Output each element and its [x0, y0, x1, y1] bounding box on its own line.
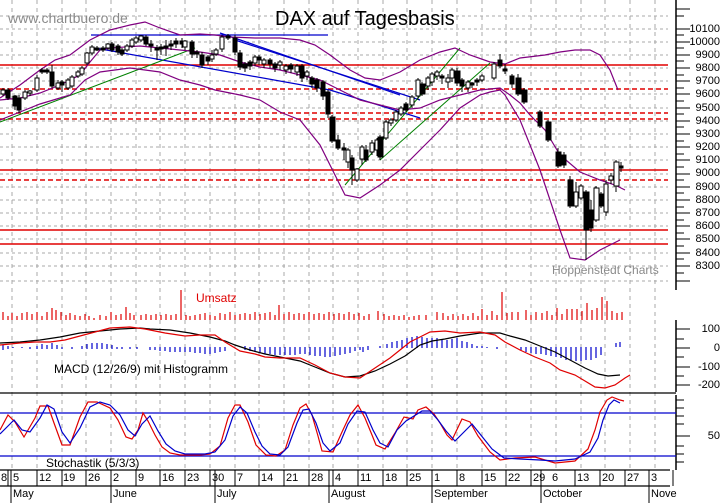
day-label: 5 — [13, 472, 20, 484]
bollinger-bands — [0, 21, 626, 261]
price-tick: 8400 — [695, 247, 720, 259]
macd-tick: -200 — [697, 379, 720, 391]
chart-title: DAX auf Tagesbasis — [275, 8, 455, 30]
price-tick: 10000 — [689, 36, 720, 48]
stoch-k-line — [0, 396, 625, 464]
credit-label: Hoppenstedt Charts — [552, 263, 659, 277]
day-label: 6 — [552, 472, 559, 484]
price-tick: 8500 — [695, 233, 720, 245]
date-axis-frame — [0, 469, 670, 487]
day-label: 1 — [434, 472, 441, 484]
macd-tick: 100 — [701, 323, 720, 335]
price-tick: 8900 — [695, 181, 720, 193]
month-label: September — [434, 488, 488, 500]
macd-signal-line — [0, 326, 631, 389]
price-tick: 9300 — [695, 128, 720, 140]
price-tick: 9100 — [695, 154, 720, 166]
price-tick: 10100 — [689, 23, 720, 35]
macd-label: MACD (12/26/9) mit Histogramm — [54, 362, 229, 376]
day-label: 30 — [212, 472, 225, 484]
date-axis-dividers — [7, 470, 674, 503]
day-label: 18 — [385, 472, 398, 484]
day-label: 14 — [261, 472, 274, 484]
resistance-lines — [0, 64, 668, 245]
price-tick: 8700 — [695, 207, 720, 219]
day-label: 16 — [162, 472, 175, 484]
day-label: 4 — [335, 472, 342, 484]
day-label: 15 — [484, 472, 497, 484]
day-label: 3 — [651, 472, 658, 484]
macd-histogram — [2, 336, 621, 361]
macd-axis-ticks — [676, 328, 690, 386]
day-label: 9 — [138, 472, 145, 484]
day-label: 26 — [88, 472, 101, 484]
day-label: 21 — [286, 472, 299, 484]
price-tick: 9800 — [695, 62, 720, 74]
price-tick: 9200 — [695, 141, 720, 153]
price-tick: 9900 — [695, 49, 720, 61]
day-label: 11 — [360, 472, 372, 484]
price-grid — [0, 15, 668, 282]
price-tick: 8600 — [695, 220, 720, 232]
green-trend-lines — [0, 47, 491, 186]
day-label: 20 — [602, 472, 615, 484]
watermark: www.chartbuero.de — [8, 10, 128, 26]
stoch-tick: 50 — [707, 430, 720, 442]
price-tick: 9700 — [695, 75, 720, 87]
month-label: June — [113, 488, 137, 500]
day-label: 8 — [459, 472, 466, 484]
macd-tick: 0 — [713, 342, 720, 354]
vertical-grid — [11, 0, 656, 468]
day-label: 12 — [39, 472, 52, 484]
day-label: 7 — [237, 472, 244, 484]
price-tick: 9500 — [695, 102, 720, 114]
stoch-label: Stochastik (5/3/3) — [46, 456, 140, 470]
month-label: July — [217, 488, 237, 500]
volume-bars — [2, 290, 623, 320]
volume-label: Umsatz — [196, 291, 237, 305]
day-label: 27 — [627, 472, 640, 484]
stoch-axis-ticks — [676, 399, 690, 463]
month-label: August — [331, 488, 366, 500]
candlesticks — [0, 34, 624, 260]
day-label: 23 — [187, 472, 200, 484]
month-label: Nove — [651, 488, 677, 500]
price-axis-ticks — [676, 8, 690, 282]
price-tick: 8800 — [695, 194, 720, 206]
price-tick: 8300 — [695, 260, 720, 272]
day-label: 25 — [409, 472, 422, 484]
macd-tick: -100 — [697, 361, 720, 373]
day-label: 29 — [533, 472, 546, 484]
day-label: 22 — [508, 472, 521, 484]
month-label: October — [543, 488, 583, 500]
price-tick: 9000 — [695, 167, 720, 179]
month-label: May — [13, 488, 34, 500]
day-label: 8 — [1, 472, 8, 484]
price-tick: 9600 — [695, 88, 720, 100]
stoch-d-line — [0, 399, 621, 462]
day-label: 2 — [113, 472, 120, 484]
price-tick: 9400 — [695, 115, 720, 127]
day-label: 19 — [63, 472, 76, 484]
day-label: 28 — [311, 472, 324, 484]
day-label: 13 — [577, 472, 590, 484]
